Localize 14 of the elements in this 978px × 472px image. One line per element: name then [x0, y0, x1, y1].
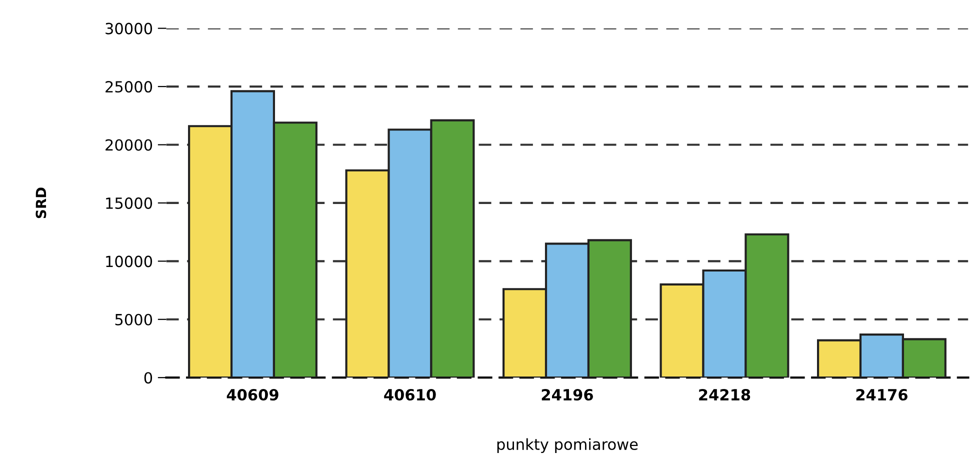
x-axis-title: punkty pomiarowe	[497, 438, 638, 454]
x-tick-label: 24196	[542, 388, 593, 401]
x-tick-label: 40609	[226, 388, 278, 401]
y-tick-label: 10000	[106, 256, 152, 268]
y-axis-title: SRD	[36, 188, 46, 218]
x-tick-label: 24218	[699, 388, 750, 401]
y-tick-label: 30000	[106, 22, 152, 34]
y-tick-label: 20000	[106, 139, 152, 151]
y-tick-label: 25000	[106, 81, 152, 93]
x-tick-label: 24176	[856, 388, 908, 401]
y-tick-label: 0	[144, 372, 152, 384]
y-tick-label: 5000	[115, 314, 152, 326]
x-tick-label: 40610	[384, 388, 436, 401]
y-tick-label: 15000	[106, 197, 152, 209]
